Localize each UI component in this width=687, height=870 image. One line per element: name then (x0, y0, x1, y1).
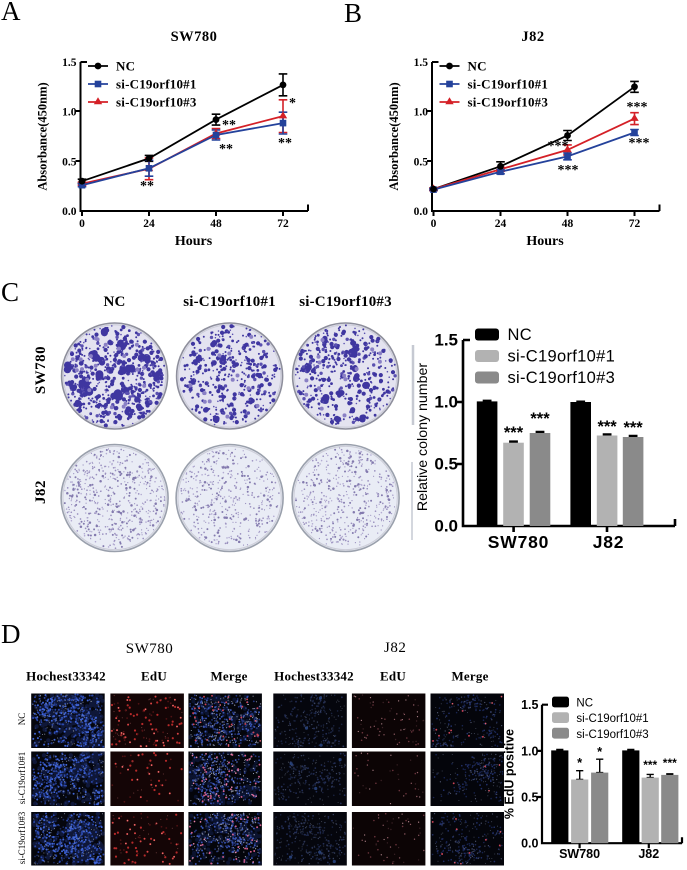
svg-text:1.0: 1.0 (521, 744, 538, 758)
svg-text:SW780: SW780 (559, 847, 600, 861)
svg-text:0.5: 0.5 (414, 156, 429, 168)
svg-text:NC: NC (103, 294, 125, 310)
svg-text:A: A (1, 0, 21, 26)
svg-text:Merge: Merge (210, 669, 247, 684)
svg-text:C: C (1, 277, 19, 307)
svg-text:si-C19orf10#1: si-C19orf10#1 (17, 752, 27, 805)
svg-text:1.5: 1.5 (434, 331, 458, 350)
svg-text:NC: NC (576, 698, 593, 710)
svg-text:***: *** (504, 424, 524, 442)
svg-text:1.5: 1.5 (414, 57, 429, 69)
svg-text:si-C19orf10#1: si-C19orf10#1 (116, 77, 197, 92)
svg-text:**: ** (222, 118, 236, 133)
svg-text:J82: J82 (593, 532, 625, 552)
svg-text:24: 24 (495, 218, 507, 230)
svg-text:J82: J82 (384, 640, 406, 656)
svg-text:48: 48 (562, 218, 574, 230)
svg-text:1.5: 1.5 (521, 698, 538, 712)
svg-text:Hours: Hours (526, 234, 564, 249)
svg-text:***: *** (643, 758, 657, 772)
svg-text:Absorbance(450nm): Absorbance(450nm) (387, 82, 401, 190)
svg-text:***: *** (627, 100, 648, 115)
svg-text:si-C19orf10#1: si-C19orf10#1 (576, 713, 648, 725)
svg-text:**: ** (140, 179, 154, 194)
svg-text:si-C19orf10#3: si-C19orf10#3 (468, 95, 549, 110)
svg-text:B: B (344, 0, 362, 28)
svg-text:NC: NC (468, 59, 487, 74)
svg-text:1.0: 1.0 (62, 107, 77, 119)
svg-text:1.0: 1.0 (434, 393, 458, 412)
svg-text:48: 48 (210, 218, 222, 230)
svg-text:***: *** (663, 756, 677, 770)
svg-text:*: * (289, 96, 296, 111)
svg-text:J82: J82 (33, 480, 49, 504)
svg-text:***: *** (629, 136, 650, 151)
svg-text:si-C19orf10#3: si-C19orf10#3 (299, 294, 392, 310)
svg-text:0.0: 0.0 (434, 517, 458, 536)
svg-text:si-C19orf10#1: si-C19orf10#1 (468, 77, 549, 92)
svg-text:Absorbance(450nm): Absorbance(450nm) (36, 82, 50, 190)
svg-text:***: *** (558, 163, 579, 178)
svg-text:0.5: 0.5 (521, 791, 538, 805)
svg-text:**: ** (278, 136, 292, 151)
svg-text:D: D (1, 619, 21, 649)
svg-text:SW780: SW780 (488, 532, 549, 552)
svg-text:NC: NC (116, 59, 135, 74)
svg-text:***: *** (597, 418, 617, 436)
svg-text:***: *** (548, 139, 569, 154)
svg-text:si-C19orf10#3: si-C19orf10#3 (576, 729, 648, 741)
svg-text:**: ** (219, 142, 233, 157)
svg-text:72: 72 (277, 218, 289, 230)
svg-text:***: *** (623, 419, 643, 437)
svg-text:0.0: 0.0 (62, 206, 77, 218)
svg-text:EdU: EdU (141, 669, 167, 684)
svg-text:J82: J82 (638, 847, 659, 861)
svg-text:Hours: Hours (175, 234, 213, 249)
svg-text:NC: NC (508, 326, 532, 344)
svg-text:0.0: 0.0 (521, 837, 538, 851)
svg-text:*: * (577, 755, 583, 770)
svg-text:SW780: SW780 (33, 346, 49, 394)
svg-text:0.5: 0.5 (62, 156, 77, 168)
svg-text:Relative colony number: Relative colony number (415, 363, 431, 512)
svg-text:si-C19orf10#1: si-C19orf10#1 (183, 294, 276, 310)
svg-text:72: 72 (629, 218, 641, 230)
svg-text:*: * (597, 744, 603, 759)
svg-text:J82: J82 (521, 29, 544, 45)
svg-text:NC: NC (17, 713, 27, 726)
svg-text:0: 0 (431, 218, 437, 230)
svg-text:***: *** (530, 410, 550, 428)
svg-text:0.0: 0.0 (414, 206, 429, 218)
svg-text:1.5: 1.5 (62, 57, 77, 69)
svg-text:si-C19orf10#3: si-C19orf10#3 (508, 369, 616, 387)
svg-text:si-C19orf10#3: si-C19orf10#3 (116, 95, 197, 110)
svg-text:0: 0 (79, 218, 85, 230)
svg-text:si-C19orf10#3: si-C19orf10#3 (17, 811, 27, 864)
svg-text:SW780: SW780 (171, 29, 218, 45)
svg-text:0.5: 0.5 (434, 455, 458, 474)
svg-text:% EdU positive: % EdU positive (503, 729, 517, 819)
svg-text:Merge: Merge (451, 669, 488, 684)
svg-text:1.0: 1.0 (414, 107, 429, 119)
svg-text:EdU: EdU (380, 669, 406, 684)
svg-text:24: 24 (143, 218, 155, 230)
svg-text:si-C19orf10#1: si-C19orf10#1 (508, 348, 616, 366)
svg-text:Hochest33342: Hochest33342 (26, 669, 106, 684)
svg-text:SW780: SW780 (126, 641, 174, 657)
svg-text:Hochest33342: Hochest33342 (274, 669, 354, 684)
